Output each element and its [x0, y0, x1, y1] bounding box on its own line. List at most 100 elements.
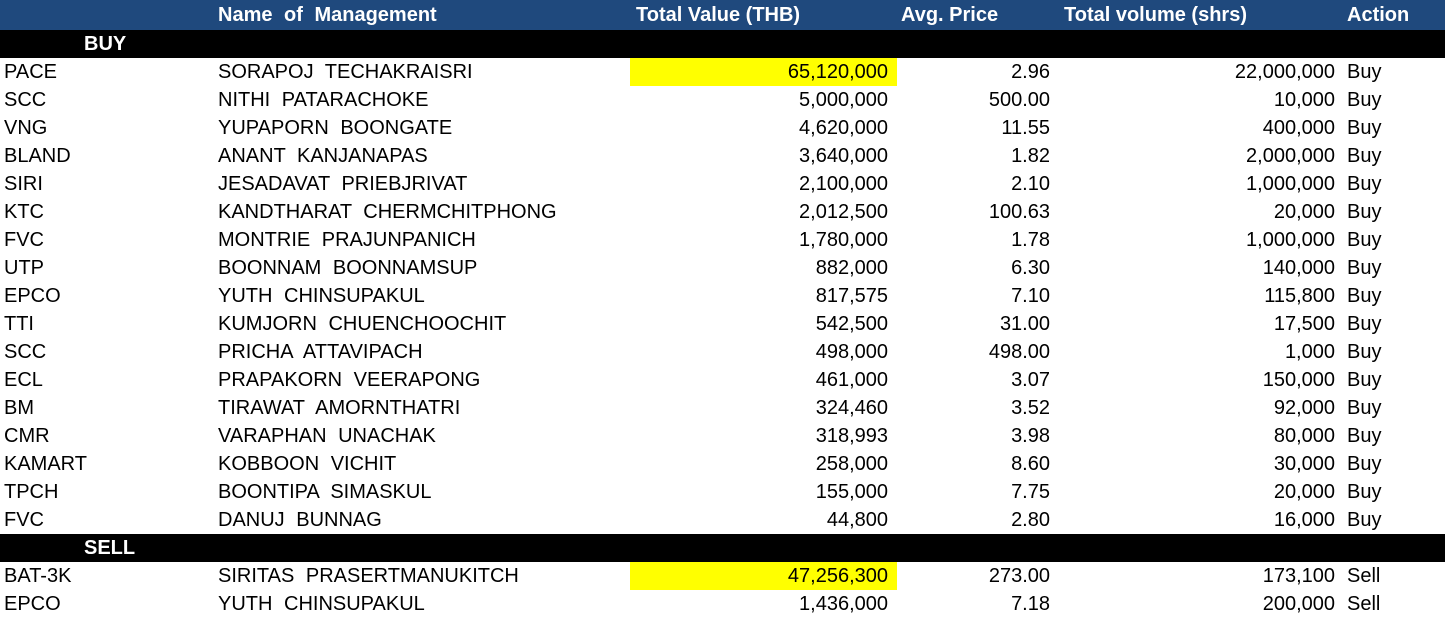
price-cell: 3.07 — [1011, 369, 1050, 391]
volume-cell: 92,000 — [1273, 397, 1335, 419]
value-highlight — [630, 562, 897, 590]
name-cell: YUPAPORN BOONGATE — [218, 117, 453, 139]
ticker-cell: KAMART — [4, 453, 87, 475]
price-cell: 31.00 — [999, 313, 1050, 335]
buy-section-label: BUY — [84, 33, 127, 55]
ticker-cell: SIRI — [4, 173, 43, 195]
sell-section-label: SELL — [84, 537, 136, 559]
price-cell: 100.63 — [988, 201, 1050, 223]
volume-cell: 22,000,000 — [1234, 61, 1335, 83]
header-value: Total Value (THB) — [636, 4, 801, 26]
price-cell: 7.18 — [1011, 593, 1050, 615]
ticker-cell: UTP — [4, 257, 44, 279]
value-cell: 817,575 — [815, 285, 888, 307]
name-cell: JESADAVAT PRIEBJRIVAT — [218, 173, 468, 195]
volume-cell: 10,000 — [1273, 89, 1335, 111]
header-name: Name of Management — [218, 4, 437, 26]
price-cell: 7.10 — [1011, 285, 1050, 307]
action-cell: Sell — [1347, 565, 1381, 587]
volume-cell: 2,000,000 — [1246, 145, 1335, 167]
ticker-cell: PACE — [4, 61, 57, 83]
table-row: BAT-3K SIRITAS PRASERTMANUKITCH 47,256,300… — [0, 562, 1445, 590]
action-cell: Buy — [1347, 117, 1382, 139]
name-cell: YUTH CHINSUPAKUL — [218, 593, 425, 615]
volume-cell: 200,000 — [1262, 593, 1335, 615]
header-price: Avg. Price — [901, 4, 999, 26]
action-cell: Buy — [1347, 61, 1382, 83]
ticker-cell: BLAND — [4, 145, 71, 167]
ticker-cell: BM — [4, 397, 34, 419]
table-row: SCC NITHI PATARACHOKE 5,000,000 500.00 10,00… — [0, 86, 1445, 114]
volume-cell: 400,000 — [1262, 117, 1335, 139]
price-cell: 6.30 — [1011, 257, 1050, 279]
price-cell: 3.98 — [1011, 425, 1050, 447]
ticker-cell: ECL — [4, 369, 43, 391]
value-cell: 4,620,000 — [799, 117, 888, 139]
volume-cell: 20,000 — [1273, 481, 1335, 503]
name-cell: VARAPHAN UNACHAK — [218, 425, 436, 447]
value-cell: 44,800 — [826, 509, 888, 531]
table-row: KAMART KOBBOON VICHIT 258,000 8.60 30,000 Buy — [0, 450, 1445, 478]
table-row: TTI KUMJORN CHUENCHOOCHIT 542,500 31.00 17,5… — [0, 310, 1445, 338]
ticker-cell: CMR — [4, 425, 50, 447]
price-cell: 273.00 — [988, 565, 1050, 587]
ticker-cell: EPCO — [4, 285, 61, 307]
table-row: FVC DANUJ BUNNAG 44,800 2.80 16,000 Buy — [0, 506, 1445, 534]
value-cell: 318,993 — [815, 425, 888, 447]
volume-cell: 1,000,000 — [1246, 173, 1335, 195]
name-cell: KANDTHARAT CHERMCHITPHONG — [218, 201, 557, 223]
ticker-cell: KTC — [4, 201, 44, 223]
name-cell: PRICHA ATTAVIPACH — [218, 341, 423, 363]
price-cell: 1.82 — [1011, 145, 1050, 167]
value-cell: 882,000 — [815, 257, 888, 279]
action-cell: Buy — [1347, 481, 1382, 503]
value-cell: 461,000 — [815, 369, 888, 391]
table-row: SCC PRICHA ATTAVIPACH 498,000 498.00 1,000 Bu… — [0, 338, 1445, 366]
name-cell: DANUJ BUNNAG — [218, 509, 382, 531]
action-cell: Buy — [1347, 313, 1382, 335]
ticker-cell: TPCH — [4, 481, 59, 503]
table-row: PACE SORAPOJ TECHAKRAISRI 65,120,000 2.96 22… — [0, 58, 1445, 86]
table-row: FVC MONTRIE PRAJUNPANICH 1,780,000 1.78 1,00… — [0, 226, 1445, 254]
value-cell: 542,500 — [815, 313, 888, 335]
volume-cell: 115,800 — [1264, 285, 1335, 307]
volume-cell: 1,000,000 — [1246, 229, 1335, 251]
table-row: EPCO YUTH CHINSUPAKUL 817,575 7.10 115,800 Bu… — [0, 282, 1445, 310]
table-row: UTP BOONNAM BOONNAMSUP 882,000 6.30 140,000 B… — [0, 254, 1445, 282]
name-cell: PRAPAKORN VEERAPONG — [218, 369, 481, 391]
value-cell: 3,640,000 — [799, 145, 888, 167]
action-cell: Buy — [1347, 397, 1382, 419]
action-cell: Buy — [1347, 229, 1382, 251]
ticker-cell: BAT-3K — [4, 565, 72, 587]
name-cell: BOONNAM BOONNAMSUP — [218, 257, 478, 279]
action-cell: Buy — [1347, 369, 1382, 391]
ticker-cell: SCC — [4, 89, 47, 111]
sell-section-row: SELL — [0, 534, 1445, 562]
volume-cell: 80,000 — [1273, 425, 1335, 447]
table-row: SIRI JESADAVAT PRIEBJRIVAT 2,100,000 2.10 1,… — [0, 170, 1445, 198]
price-cell: 8.60 — [1011, 453, 1050, 475]
value-cell: 2,012,500 — [799, 201, 888, 223]
price-cell: 498.00 — [988, 341, 1050, 363]
name-cell: ANANT KANJANAPAS — [218, 145, 428, 167]
action-cell: Sell — [1347, 593, 1381, 615]
ticker-cell: EPCO — [4, 593, 61, 615]
volume-cell: 173,100 — [1262, 565, 1335, 587]
action-cell: Buy — [1347, 509, 1382, 531]
ticker-cell: VNG — [4, 117, 48, 139]
value-cell: 324,460 — [815, 397, 888, 419]
action-cell: Buy — [1347, 341, 1382, 363]
volume-cell: 20,000 — [1273, 201, 1335, 223]
value-cell: 1,436,000 — [799, 593, 888, 615]
table-row: KTC KANDTHARAT CHERMCHITPHONG 2,012,500 100… — [0, 198, 1445, 226]
table-row: EPCO YUTH CHINSUPAKUL 1,436,000 7.18 200,000… — [0, 590, 1445, 618]
table-row: TPCH BOONTIPA SIMASKUL 155,000 7.75 20,000 Bu… — [0, 478, 1445, 506]
header-volume: Total volume (shrs) — [1064, 4, 1247, 26]
volume-cell: 17,500 — [1273, 313, 1335, 335]
action-cell: Buy — [1347, 425, 1382, 447]
price-cell: 1.78 — [1011, 229, 1050, 251]
header-row: Name of Management Total Value (THB) Avg… — [0, 0, 1445, 30]
table-row: ECL PRAPAKORN VEERAPONG 461,000 3.07 150,000… — [0, 366, 1445, 394]
buy-section-row: BUY — [0, 30, 1445, 58]
